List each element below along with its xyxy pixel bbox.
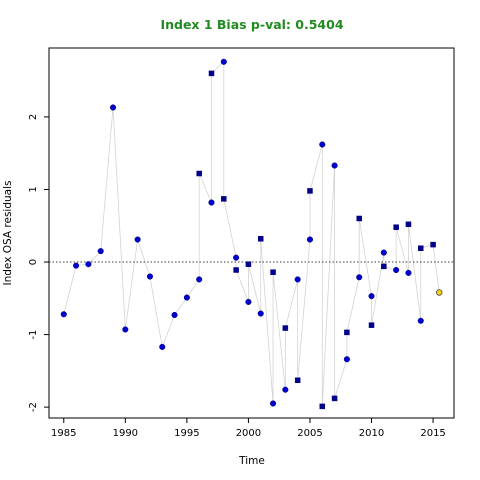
data-point-circle [146,273,153,280]
data-point-circle [208,199,215,206]
data-point-circle [306,236,314,243]
x-tick-label: 2010 [359,428,384,439]
data-point-square [282,325,289,331]
data-point-square [418,245,424,251]
x-tick-label: 2015 [420,428,445,439]
data-point-circle [405,269,412,276]
x-tick-label: 2000 [236,428,261,439]
data-point-square [270,269,276,275]
y-tick-label: -1 [28,330,39,340]
data-point-square [196,170,202,177]
data-point-circle [331,162,338,169]
data-point-circle [183,294,190,301]
data-point-circle [380,249,387,256]
data-point-circle [97,248,104,255]
data-point-highlight [436,289,443,296]
data-point-circle [393,266,400,274]
data-point-circle [196,276,203,283]
data-point-circle [294,276,301,283]
data-point-circle [233,254,240,261]
data-point-circle [122,326,129,333]
x-tick-label: 2005 [297,428,322,439]
data-point-circle [282,386,289,393]
data-point-square [368,322,375,328]
data-point-circle [417,317,424,324]
data-point-square [257,236,264,242]
data-point-circle [257,310,264,317]
data-point-square [208,70,215,77]
data-point-square [393,224,399,230]
data-point-circle [134,236,141,243]
data-point-square [221,196,227,202]
data-point-circle [343,356,350,363]
data-point-square [430,241,436,248]
connector-polyline [63,60,440,407]
data-point-circle [159,343,166,350]
data-point-square [405,221,412,228]
y-tick-label: -2 [28,402,39,412]
y-tick-label: 0 [28,259,39,265]
data-point-circle [60,311,67,318]
data-point-square [319,403,326,410]
y-tick-label: 1 [28,186,39,192]
data-point-square [294,377,301,384]
data-point-circle [319,141,326,148]
x-tick-label: 1990 [113,428,138,439]
connector-lines [63,60,440,407]
data-point-circle [220,58,227,65]
x-tick-label: 1985 [51,428,76,439]
x-axis: 1985 1990 1995 2000 2005 2010 2015 [51,418,446,439]
data-point-circle [109,104,117,111]
data-point-circle [269,400,277,407]
data-point-square [331,395,338,402]
data-point-circle [73,262,80,269]
data-point-square [233,267,239,273]
x-axis-label: Time [238,455,265,467]
data-point-square [356,215,362,222]
data-point-circle [368,293,375,300]
y-axis-label: Index OSA residuals [2,181,14,286]
y-tick-label: 2 [28,114,39,120]
plot-frame [48,47,455,419]
chart-title: Index 1 Bias p-val: 0.5404 [160,17,343,32]
data-point-square [381,263,387,270]
y-axis: -2 -1 0 1 2 [28,114,49,412]
data-point-circle [356,274,363,281]
data-point-square [307,188,313,194]
data-point-square [344,329,350,336]
data-points [60,58,443,410]
x-tick-label: 1995 [174,428,199,439]
data-point-circle [171,311,178,319]
data-point-circle [245,298,252,305]
data-point-circle [85,261,92,268]
data-point-square [245,261,252,267]
